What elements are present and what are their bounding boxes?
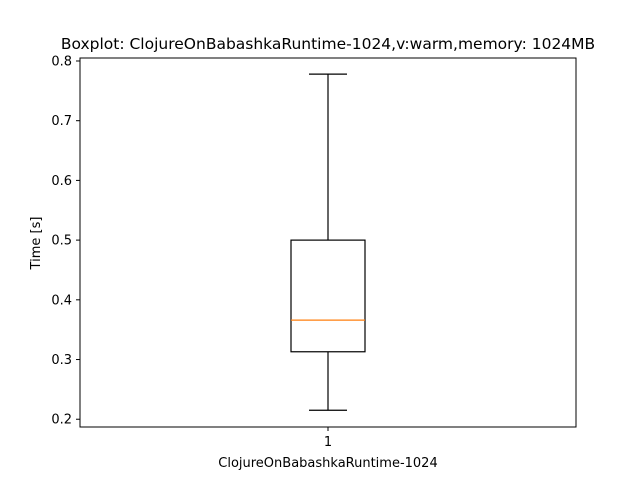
y-axis-label: Time [s]: [29, 217, 44, 271]
x-axis: 1: [324, 427, 332, 450]
box-iqr: [290, 239, 366, 353]
plot-area: [79, 57, 577, 428]
x-axis-label: ClojureOnBabashkaRuntime-1024: [218, 456, 437, 471]
x-tick-label: 1: [324, 435, 332, 450]
y-tick-label: 0.6: [51, 174, 72, 189]
y-tick-label: 0.5: [51, 234, 72, 249]
y-tick-label: 0.7: [51, 114, 72, 129]
y-tick-label: 0.8: [51, 54, 72, 69]
y-axis: 0.2 0.3 0.4 0.5 0.6 0.7 0.8: [51, 54, 80, 428]
chart-title: Boxplot: ClojureOnBabashkaRuntime-1024,v…: [61, 35, 595, 53]
y-tick-label: 0.4: [51, 293, 72, 308]
y-tick-label: 0.2: [51, 413, 72, 428]
y-tick-label: 0.3: [51, 353, 72, 368]
